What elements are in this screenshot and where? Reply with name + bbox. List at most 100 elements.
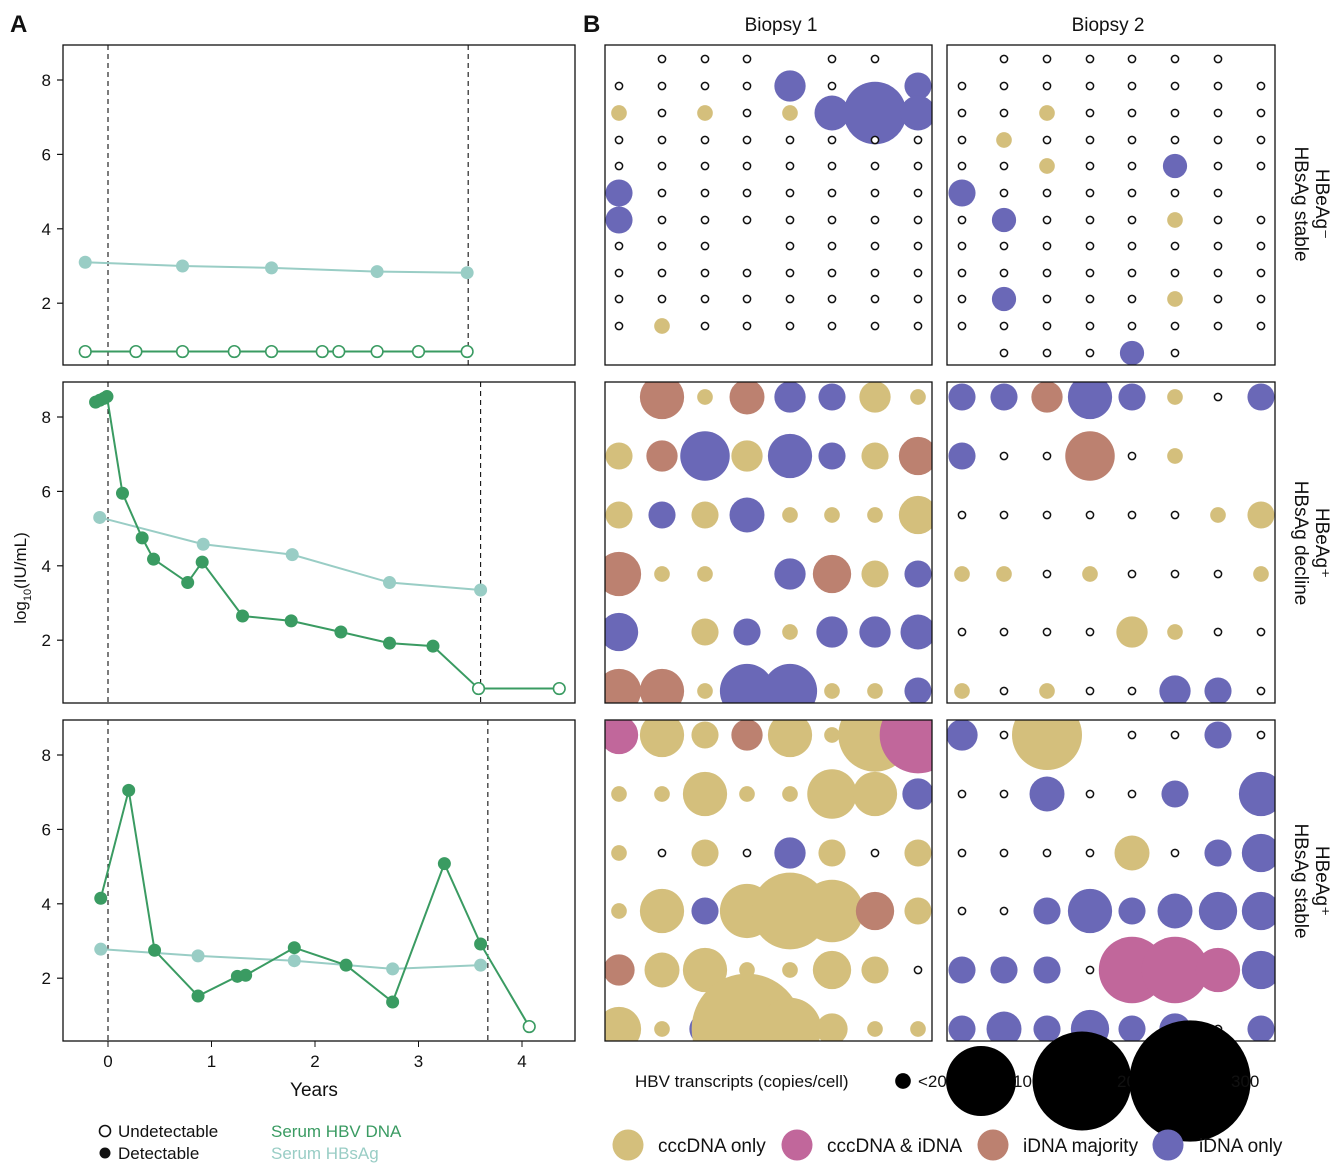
bubble-undetectable — [742, 215, 752, 225]
bubble-B — [1118, 1015, 1146, 1041]
bubble-C — [1012, 720, 1082, 770]
bubble-undetectable — [957, 789, 967, 799]
bubble-undetectable — [913, 241, 923, 251]
bubble-undetectable — [957, 81, 967, 91]
undetectable-legend-label: Undetectable — [118, 1122, 218, 1141]
bubble-B — [991, 286, 1017, 312]
bubble-undetectable — [785, 161, 795, 171]
hbv-dna-point-detectable — [474, 937, 488, 951]
bubble-R — [898, 436, 932, 476]
bubble-C — [639, 720, 685, 758]
hbv-dna-point-detectable — [284, 614, 298, 628]
bubble-C — [605, 1006, 642, 1041]
bubble-R — [605, 668, 642, 703]
bubble-undetectable — [1127, 451, 1137, 461]
y-tick-label: 4 — [42, 220, 51, 239]
category-legend-circle — [612, 1129, 644, 1161]
bubble-C — [898, 495, 932, 535]
bubble-C — [639, 888, 685, 934]
bubble-undetectable — [657, 135, 667, 145]
y-tick-label: 4 — [42, 895, 51, 914]
grid-bubbles — [605, 720, 932, 1041]
row-1-hbsag-label: HBsAg stable — [1290, 146, 1311, 261]
bubble-undetectable — [1042, 510, 1052, 520]
grid-bubbles — [947, 720, 1275, 1041]
bubble-B — [947, 720, 978, 751]
bubble-undetectable — [957, 321, 967, 331]
bubble-C — [782, 962, 798, 978]
bubble-grid-r2-c1 — [604, 381, 933, 704]
bubble-undetectable — [1213, 268, 1223, 278]
bubble-undetectable — [1042, 188, 1052, 198]
bubble-C — [682, 947, 728, 993]
y-tick-label: 2 — [42, 969, 51, 988]
grid-frame — [604, 44, 933, 366]
size-legend: <20100200300 — [895, 1020, 1259, 1142]
bubble-R — [1031, 382, 1063, 413]
bubble-undetectable — [742, 161, 752, 171]
bubble-undetectable — [1127, 215, 1137, 225]
bubble-B — [774, 70, 806, 102]
bubble-C — [691, 618, 719, 646]
bubble-B — [1198, 891, 1238, 931]
bubble-undetectable — [1256, 686, 1266, 696]
bubble-C — [605, 442, 633, 470]
size-legend-circle — [1032, 1031, 1132, 1131]
bubble-B — [719, 663, 775, 703]
bubble-C — [824, 507, 840, 523]
bubble-undetectable — [1170, 54, 1180, 64]
bubble-grid-r3-c2 — [946, 719, 1276, 1042]
bubble-B — [729, 497, 765, 533]
bubble-C — [800, 879, 864, 943]
subplot-3: 2 4 6 8 — [42, 719, 576, 1042]
bubble-undetectable — [957, 627, 967, 637]
panel-b-bubble-grids — [604, 44, 1276, 1042]
bubble-R — [646, 440, 678, 472]
bubble-undetectable — [1256, 268, 1266, 278]
bubble-undetectable — [1213, 321, 1223, 331]
hbv-dna-point-detectable — [334, 625, 348, 639]
bubble-undetectable — [1127, 161, 1137, 171]
bubble-B — [818, 383, 846, 411]
bubble-undetectable — [1042, 848, 1052, 858]
bubble-undetectable — [742, 188, 752, 198]
hbv-dna-point-detectable — [148, 943, 162, 957]
grid-frame — [946, 381, 1276, 704]
bubble-undetectable — [1213, 161, 1223, 171]
bubble-B — [991, 207, 1017, 233]
bubble-C — [818, 839, 846, 867]
bubble-C — [1039, 105, 1055, 121]
bubble-B — [1162, 153, 1188, 179]
bubble-C — [910, 1021, 926, 1037]
hbv-dna-point-undetectable — [552, 681, 566, 696]
bubble-undetectable — [827, 268, 837, 278]
bubble-C — [758, 997, 822, 1041]
bubble-R — [1065, 431, 1115, 481]
bubble-undetectable — [1213, 215, 1223, 225]
bubble-undetectable — [827, 294, 837, 304]
panel-a-letter: A — [10, 11, 27, 38]
bubble-C — [954, 683, 970, 699]
bubble-undetectable — [1042, 54, 1052, 64]
bubble-undetectable — [957, 241, 967, 251]
y-axis-label: log10(IU/mL) — [11, 532, 34, 624]
bubble-C — [682, 771, 728, 817]
bubble-B — [1247, 383, 1275, 411]
bubble-undetectable — [1127, 268, 1137, 278]
bubble-undetectable — [999, 321, 1009, 331]
bubble-undetectable — [1085, 215, 1095, 225]
bubble-C — [812, 950, 852, 990]
x-tick-label: 4 — [517, 1052, 526, 1071]
bubble-undetectable — [742, 848, 752, 858]
category-legend-circle — [977, 1129, 1009, 1161]
bubble-C — [782, 507, 798, 523]
bubble-undetectable — [913, 294, 923, 304]
bubble-undetectable — [1256, 161, 1266, 171]
bubble-undetectable — [1042, 81, 1052, 91]
bubble-undetectable — [999, 510, 1009, 520]
bubble-undetectable — [1256, 215, 1266, 225]
hbv-dna-line — [95, 394, 560, 690]
size-legend-label: 300 — [1231, 1072, 1259, 1091]
bubble-undetectable — [1170, 241, 1180, 251]
bubble-C — [605, 501, 633, 529]
